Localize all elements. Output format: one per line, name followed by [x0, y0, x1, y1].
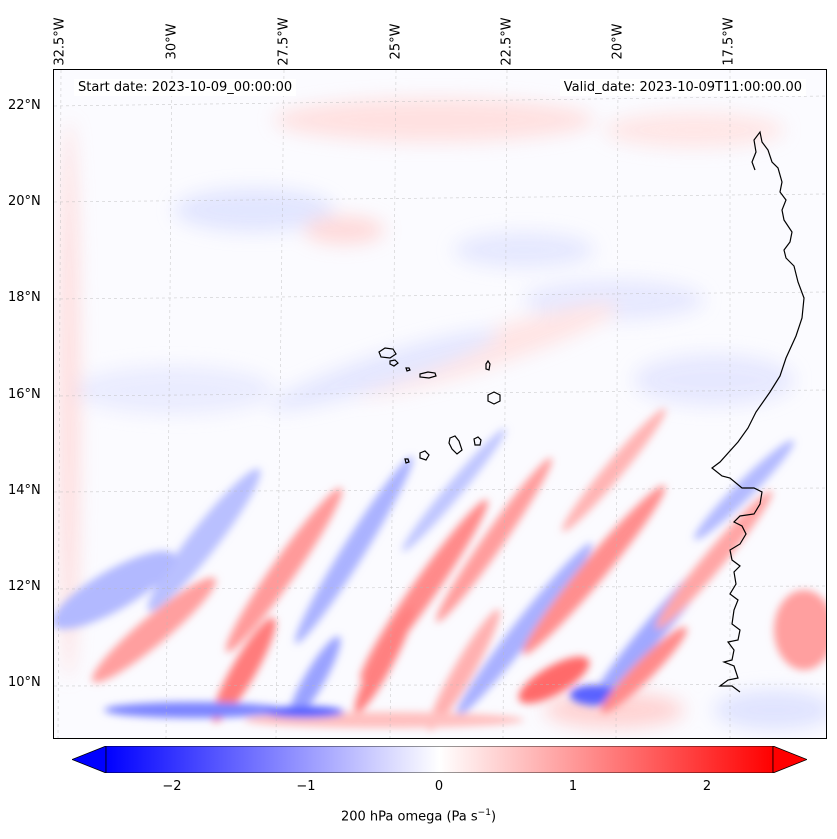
colorbar-tick--2: −2 — [162, 779, 182, 794]
start-date-annotation: Start date: 2023-10-09_00:00:00 — [74, 79, 297, 96]
valid-date-annotation: Valid_date: 2023-10-09T11:00:00.00 — [559, 79, 806, 96]
colorbar-tick-0: 0 — [434, 779, 444, 794]
island-sao-nicolau — [419, 371, 437, 379]
island-fogo — [419, 450, 430, 461]
map-panel[interactable]: Start date: 2023-10-09_00:00:00 Valid_da… — [53, 69, 827, 739]
lon-label-22-5w: 22.5°W — [499, 17, 515, 66]
island-santiago — [448, 435, 463, 455]
island-sal — [485, 359, 491, 371]
lon-label-20w: 20°W — [610, 23, 626, 60]
island-maio — [473, 436, 482, 446]
colorbar-label-exponent: −1 — [477, 808, 491, 818]
lat-label-14n: 14°N — [8, 483, 41, 498]
colorbar — [72, 746, 807, 773]
gridlines — [54, 70, 826, 738]
island-boa-vista — [487, 391, 501, 405]
colorbar-tick--1: −1 — [296, 779, 316, 794]
lat-label-10n: 10°N — [8, 675, 41, 690]
lon-label-27-5w: 27.5°W — [276, 17, 292, 66]
island-sao-vicente — [389, 359, 399, 367]
island-brava — [404, 458, 410, 464]
colorbar-extend-min — [72, 746, 107, 773]
colorbar-label: 200 hPa omega (Pa s−1) — [0, 808, 837, 824]
lon-label-25w: 25°W — [388, 23, 404, 60]
lat-label-12n: 12°N — [8, 579, 41, 594]
lat-label-22n: 22°N — [8, 98, 41, 113]
lat-label-16n: 16°N — [8, 387, 41, 402]
convective-streaks — [54, 408, 826, 731]
island-santa-luzia — [405, 367, 411, 372]
colorbar-tick-1: 1 — [568, 779, 578, 794]
colorbar-body — [105, 746, 774, 773]
africa-coastline — [711, 130, 805, 693]
island-santo-antao — [378, 347, 397, 359]
omega-field-map — [54, 70, 826, 738]
colorbar-label-text: 200 hPa omega (Pa s — [340, 809, 478, 825]
lon-label-30w: 30°W — [164, 23, 180, 60]
coastlines — [378, 130, 805, 693]
lon-label-17-5w: 17.5°W — [721, 17, 737, 66]
lon-label-32-5w: 32.5°W — [52, 17, 68, 66]
faint-field-patterns — [59, 98, 826, 730]
colorbar-label-close: ) — [490, 809, 497, 825]
colorbar-tick-2: 2 — [702, 779, 712, 794]
lat-label-18n: 18°N — [8, 290, 41, 305]
colorbar-extend-max — [772, 746, 807, 773]
lat-label-20n: 20°N — [8, 194, 41, 209]
